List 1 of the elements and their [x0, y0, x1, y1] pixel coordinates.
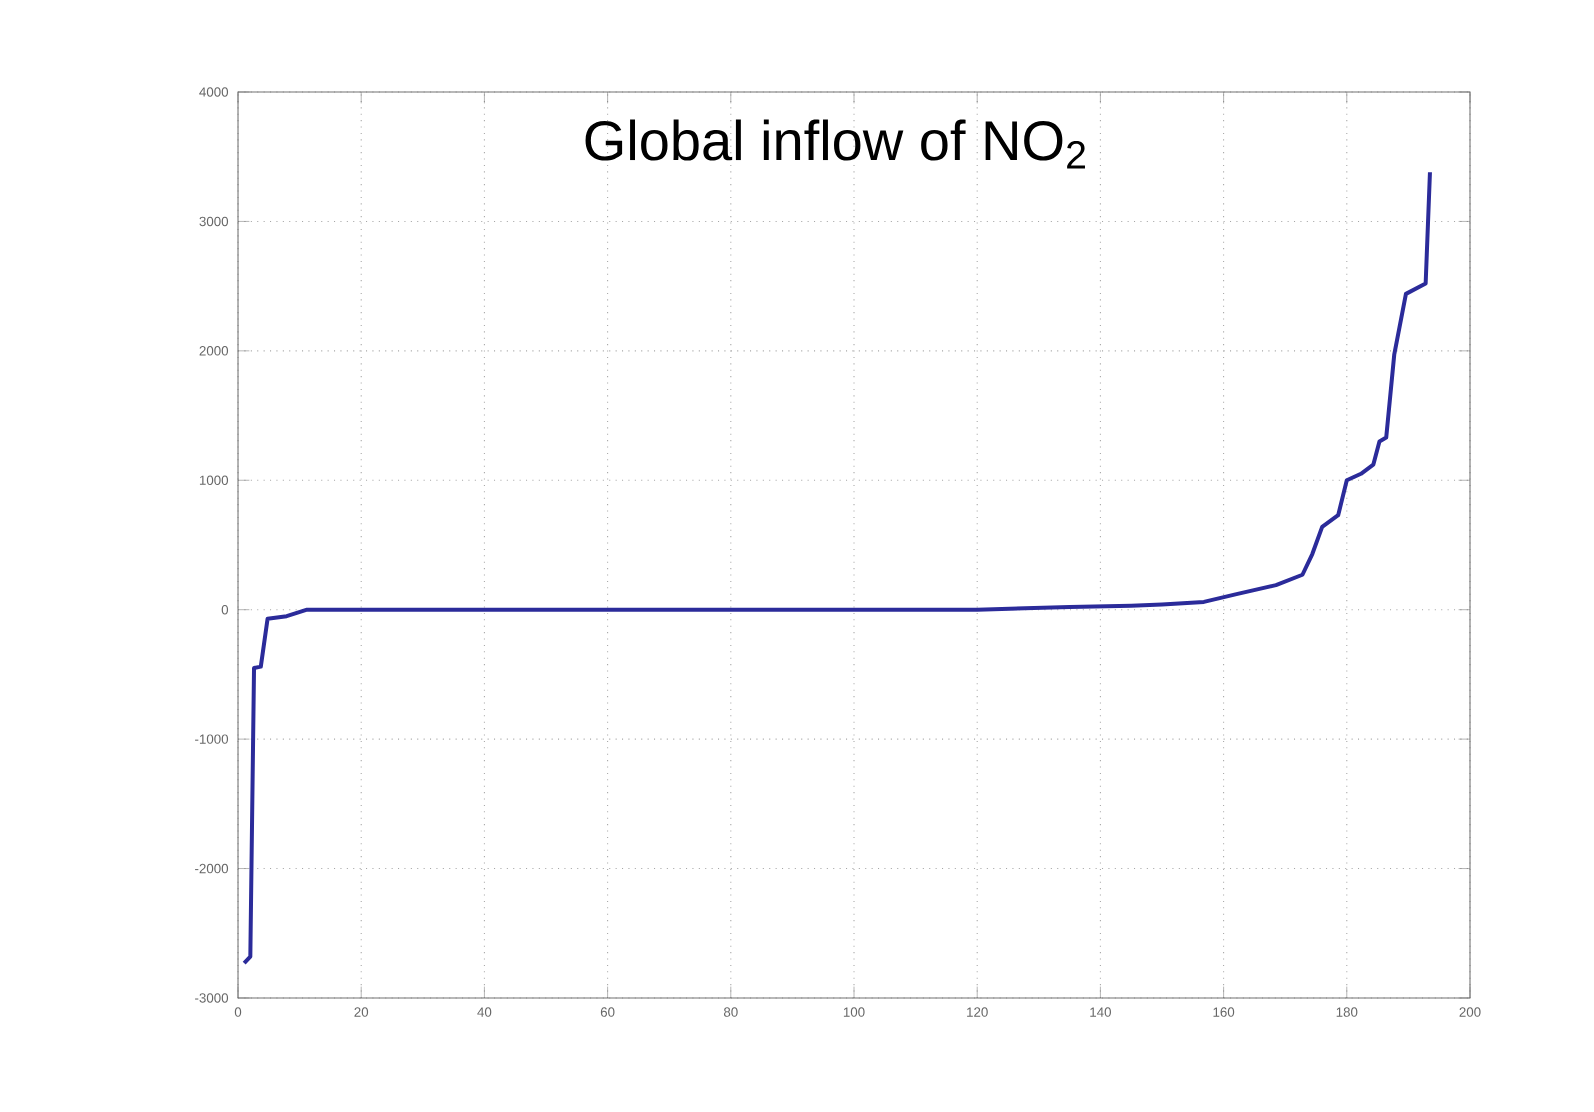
chart-title: Global inflow of NO$_{2}$: [585, 119, 1085, 169]
